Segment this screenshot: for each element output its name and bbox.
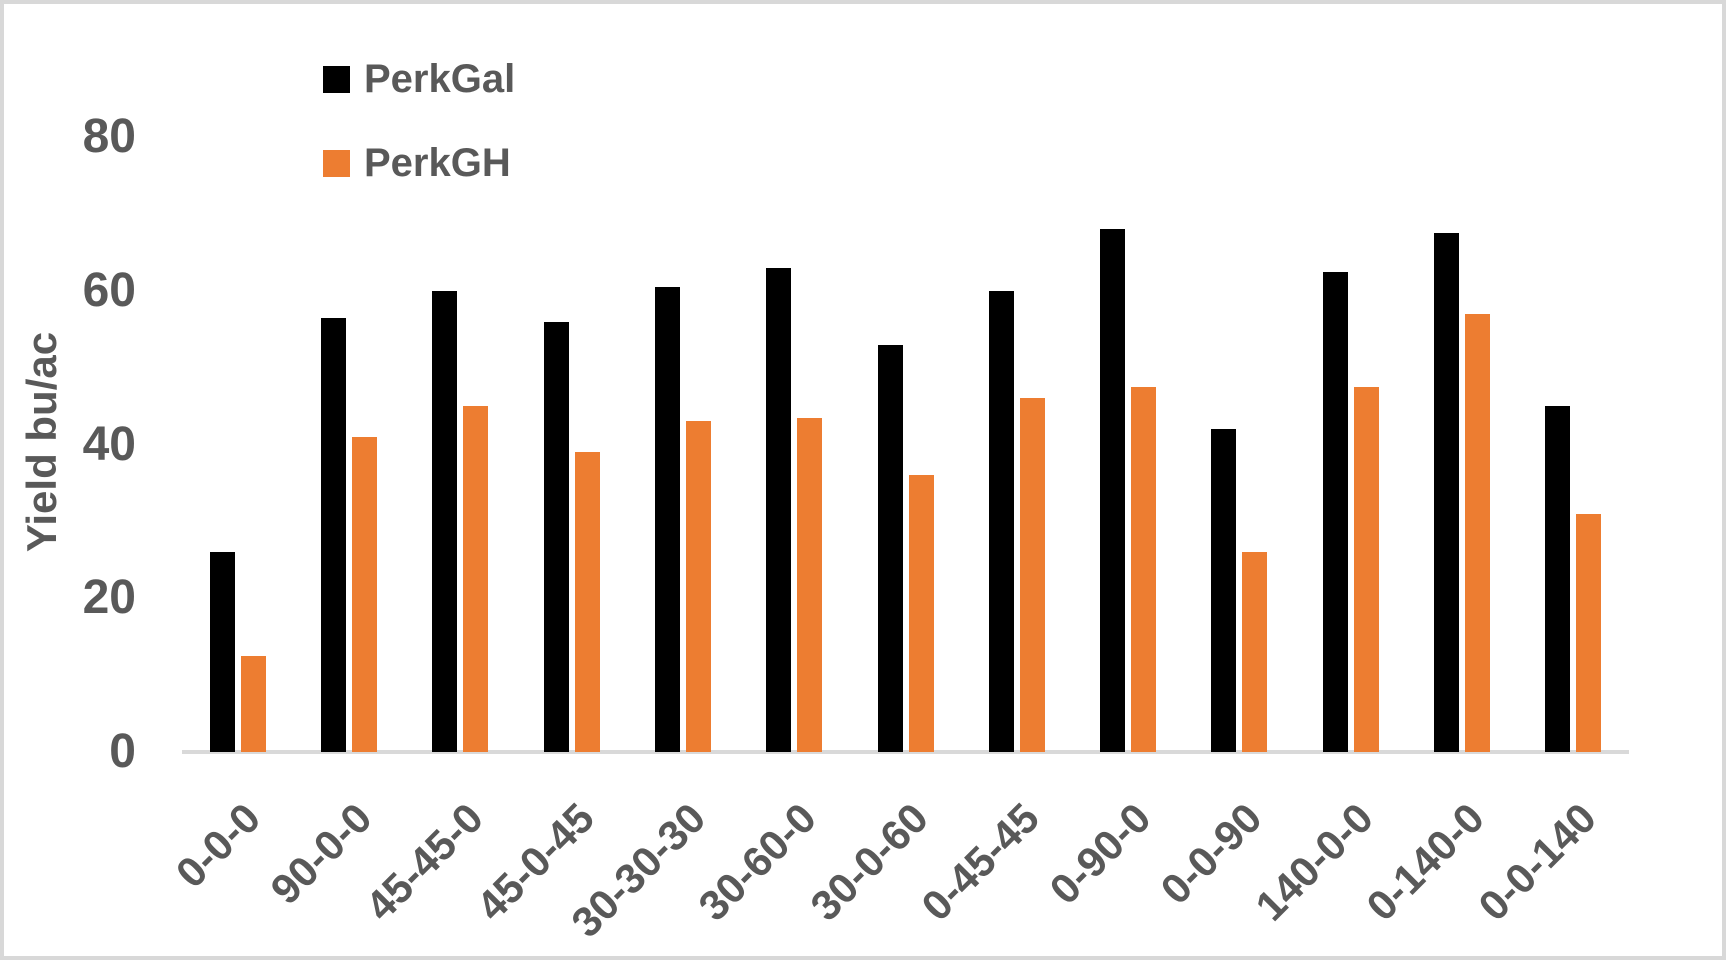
bar-perkgh-0-0-0 [240,655,266,752]
bar-perkgal-30-60-0 [766,267,792,752]
y-tick-label: 80 [82,110,136,163]
bar-perkgh-30-0-60 [908,475,934,752]
bar-perkgal-0-0-0 [209,552,235,752]
legend-item-perkgh: PerkGH [323,141,511,185]
bar-perkgal-0-140-0 [1434,233,1460,752]
legend-item-perkgal: PerkGal [323,57,516,101]
x-tick-label: 0-45-45 [912,794,1049,930]
x-tick-label: 0-140-0 [1357,794,1494,930]
legend-swatch-perkgal [323,65,350,93]
x-tick-label: 45-45-0 [355,794,492,930]
bar-perkgal-45-0-45 [543,321,569,752]
y-tick-label: 60 [82,263,136,317]
bar-perkgh-140-0-0 [1353,386,1379,752]
legend-label-perkgal: PerkGal [364,57,516,101]
bar-perkgh-30-30-30 [685,421,711,752]
bar-perkgh-0-0-90 [1242,552,1268,752]
x-tick-label: 0-0-0 [166,794,269,897]
bar-perkgal-140-0-0 [1322,271,1348,752]
bar-perkgh-0-90-0 [1131,386,1157,752]
bar-perkgal-0-0-90 [1211,429,1237,752]
bar-perkgh-45-0-45 [574,452,600,752]
bar-perkgal-0-90-0 [1100,229,1126,752]
y-tick-label: 0 [109,725,136,778]
legend-swatch-perkgh [323,149,350,177]
bar-perkgal-90-0-0 [320,317,346,752]
x-axis-line [182,750,1629,754]
bar-perkgh-45-45-0 [463,406,489,752]
legend-label-perkgh: PerkGH [364,141,511,185]
y-tick-label: 40 [82,417,136,471]
bar-perkgal-30-0-60 [877,344,903,752]
x-tick-label: 30-0-60 [801,794,937,930]
x-tick-label: 0-0-140 [1468,794,1605,930]
bar-perkgh-0-45-45 [1019,398,1045,752]
x-tick-label: 0-90-0 [1040,794,1160,914]
bar-perkgh-0-0-140 [1576,513,1602,752]
bar-perkgal-0-0-140 [1545,406,1571,752]
bar-perkgh-30-60-0 [797,417,823,752]
y-tick-label: 20 [82,571,136,625]
x-tick-label: 140-0-0 [1246,794,1382,930]
bar-perkgal-45-45-0 [432,290,458,752]
bar-perkgh-0-140-0 [1465,313,1491,752]
bar-perkgh-90-0-0 [351,436,377,752]
bar-perkgal-0-45-45 [988,290,1014,752]
bar-perkgal-30-30-30 [654,286,680,752]
x-tick-label: 30-60-0 [689,794,826,930]
